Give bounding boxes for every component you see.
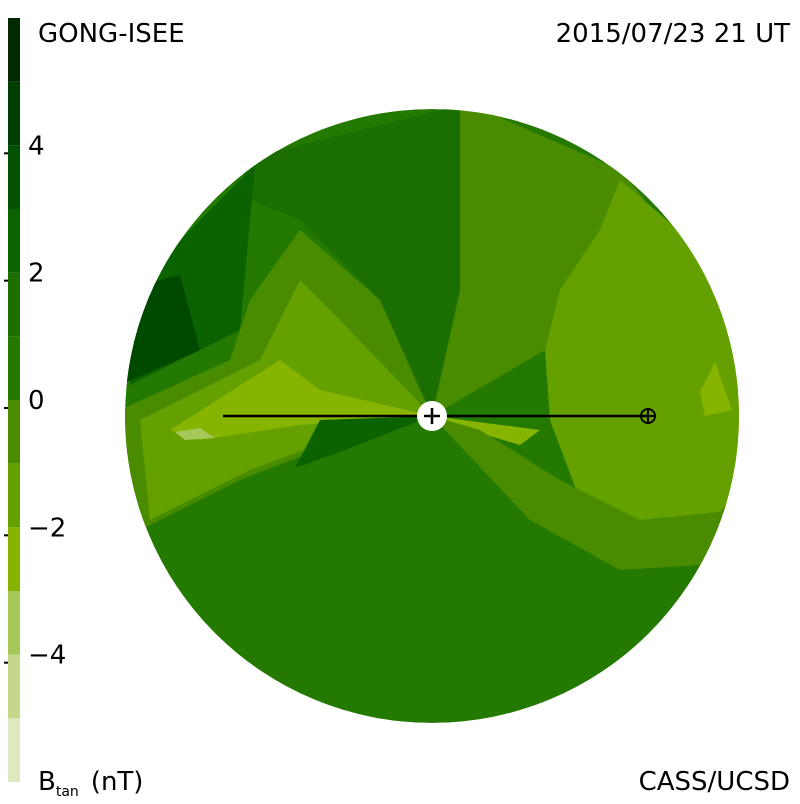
credit: CASS/UCSD [639,767,790,797]
colorbar-segment [8,463,20,528]
tick-label: 0 [28,386,45,416]
chart-subtitle: 2015/07/23 21 UT [556,19,790,49]
colorbar-segment [8,272,20,337]
colorbar-segment [8,400,20,464]
subscript: tan [56,784,79,800]
disk-map [125,109,739,723]
region [175,428,215,440]
region [295,416,432,468]
colorbar-segment [8,81,20,146]
colorbar-segment [8,654,20,719]
colorbar-segment [8,145,20,209]
region [432,416,739,570]
colorbar-segment [8,527,20,591]
chart-title: GONG-ISEE [38,19,185,49]
region [432,109,645,416]
colorbar-segment [8,591,20,655]
tick-label: 4 [28,131,45,161]
tick-label: 2 [28,259,45,289]
colorbar-segment [8,209,20,273]
region [700,362,732,416]
region [240,109,460,416]
tick-label: −4 [28,641,66,671]
tick-label: −2 [28,513,66,543]
unit: (nT) [91,767,144,797]
colorbar-label: Btan (nT) [38,767,143,800]
colorbar-segment [8,718,20,782]
colorbar-segment [8,336,20,400]
colorbar-segment [8,18,20,82]
region [432,416,540,445]
symbol: B [38,767,56,797]
earth-cross [641,409,655,423]
sun-cross [424,408,440,424]
